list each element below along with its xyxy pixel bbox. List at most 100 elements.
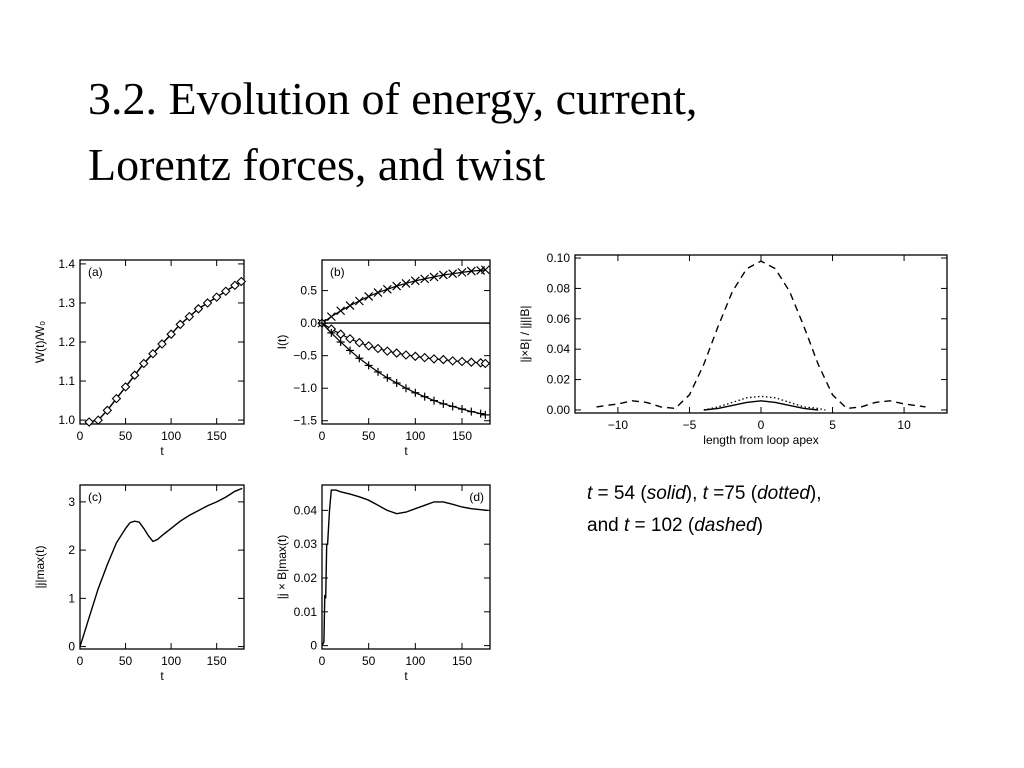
x-tick-label: 0 — [319, 429, 326, 443]
plot-frame — [79, 484, 245, 650]
y-tick-label: 1.2 — [58, 335, 75, 349]
data-point-diamond — [345, 333, 355, 344]
data-point-diamond — [175, 319, 185, 330]
y-tick-label: −1.5 — [293, 414, 317, 428]
y-tick-label: 1.3 — [58, 296, 75, 310]
caption-style-solid: solid — [646, 483, 686, 504]
caption-var-t3: t — [623, 515, 630, 536]
y-axis-label: |j×B| / |j||B| — [518, 305, 532, 362]
data-point-cross — [420, 274, 430, 284]
y-tick-label: 0.02 — [294, 571, 318, 585]
data-point-diamond — [410, 351, 421, 362]
caption-style-dotted: dotted — [757, 483, 810, 504]
y-axis-label: |j × B|max(t) — [275, 535, 289, 600]
chart-panel-c: 0 50 100 150 0 1 2 3 t |j|max(t) (c) — [33, 484, 245, 683]
data-point-cross — [354, 296, 364, 306]
x-axis-label: length from loop apex — [703, 433, 818, 447]
data-point-cross — [364, 292, 374, 301]
x-tick-label: 100 — [405, 654, 425, 668]
data-point-cross — [401, 279, 411, 288]
y-tick-label: 0.03 — [294, 537, 318, 551]
data-point-diamond — [382, 346, 393, 356]
y-tick-label: 0.5 — [300, 284, 317, 298]
y-tick-label: 3 — [68, 495, 75, 509]
x-tick-label: 50 — [362, 429, 376, 443]
data-point-plus — [439, 399, 448, 408]
data-point-cross — [480, 265, 490, 275]
series-line-1 — [321, 269, 486, 324]
data-point-diamond — [157, 339, 167, 349]
data-point-diamond — [193, 304, 204, 314]
x-tick-label: 100 — [161, 429, 181, 443]
x-tick-label: 0 — [77, 429, 84, 443]
data-point-plus — [336, 338, 345, 346]
slide-title-line-2: Lorentz forces, and twist — [88, 139, 546, 190]
caption-text-7: ) — [756, 515, 763, 536]
data-point-plus — [476, 409, 485, 418]
y-tick-label: 1 — [68, 591, 75, 605]
y-tick-label: 0.02 — [547, 373, 571, 387]
x-axis-label: t — [160, 669, 164, 683]
data-point-plus — [383, 373, 392, 382]
x-tick-label: 5 — [829, 418, 836, 432]
series-line-0 — [79, 487, 243, 647]
x-tick-label: 100 — [161, 654, 181, 668]
x-tick-label: 50 — [119, 429, 133, 443]
data-point-cross — [457, 267, 467, 277]
data-point-diamond — [111, 393, 122, 404]
panel-label: (c) — [88, 490, 102, 504]
y-tick-label: 0 — [310, 639, 317, 653]
series-line-0 — [88, 280, 242, 423]
plot-frame — [321, 484, 491, 650]
y-tick-label: 1.1 — [58, 374, 75, 388]
y-tick-label: −0.5 — [293, 349, 317, 363]
data-point-diamond — [457, 356, 467, 367]
data-point-plus — [327, 328, 336, 337]
data-point-plus — [430, 396, 438, 405]
data-point-cross — [392, 281, 402, 291]
series-line-dashed — [596, 260, 926, 410]
x-tick-label: 50 — [119, 654, 133, 668]
data-point-plus — [420, 392, 429, 401]
data-point-cross — [382, 284, 392, 294]
x-axis-label: t — [160, 444, 164, 458]
data-point-diamond — [373, 343, 383, 354]
plot-frame — [574, 254, 948, 414]
data-point-diamond — [466, 357, 477, 367]
data-point-diamond — [211, 292, 222, 302]
y-tick-label: 0.04 — [294, 503, 318, 517]
chart-panel-d: 0 50 100 150 0 0.01 0.02 0.03 0.04 t |j × B|max(t)… — [275, 484, 491, 683]
caption-text-3: =75 ( — [707, 483, 758, 504]
slide-title-line-1: 3.2. Evolution of energy, current, — [88, 73, 698, 124]
slide-title: 3.2. Evolution of energy, current, Loren… — [88, 66, 948, 198]
x-tick-label: 10 — [897, 418, 911, 432]
chart-panel-profile: −10 −5 0 5 10 0.00 0.02 0.04 0.06 0.08 0.10 length … — [518, 251, 948, 447]
y-tick-label: 2 — [68, 543, 75, 557]
y-axis-label: |j|max(t) — [33, 546, 47, 589]
x-axis-label: t — [404, 669, 408, 683]
x-tick-label: 0 — [319, 654, 326, 668]
caption-text-4: ), — [809, 483, 822, 504]
data-point-diamond — [221, 286, 231, 297]
data-point-cross — [336, 306, 346, 316]
data-point-cross — [429, 272, 439, 282]
caption-text-2: ), — [685, 483, 703, 504]
data-point-cross — [410, 276, 420, 286]
x-tick-label: 150 — [452, 654, 472, 668]
x-tick-label: 0 — [758, 418, 765, 432]
y-tick-label: 0.08 — [547, 281, 571, 295]
data-point-plus — [374, 367, 382, 376]
y-tick-label: 0.0 — [300, 316, 317, 330]
data-point-diamond — [148, 348, 158, 359]
x-tick-label: −5 — [683, 418, 697, 432]
y-tick-label: 0.01 — [294, 605, 318, 619]
caption-line-2: and t = 102 (dashed) — [587, 510, 1007, 542]
figure-caption: t = 54 (solid), t =75 (dotted), and t = … — [587, 478, 1007, 542]
data-point-diamond — [438, 354, 449, 365]
y-tick-label: 0 — [68, 640, 75, 654]
data-point-plus — [411, 388, 420, 397]
data-point-diamond — [335, 329, 346, 339]
plot-frame — [321, 259, 491, 425]
data-point-plus — [467, 407, 476, 416]
caption-style-dashed: dashed — [694, 515, 757, 536]
